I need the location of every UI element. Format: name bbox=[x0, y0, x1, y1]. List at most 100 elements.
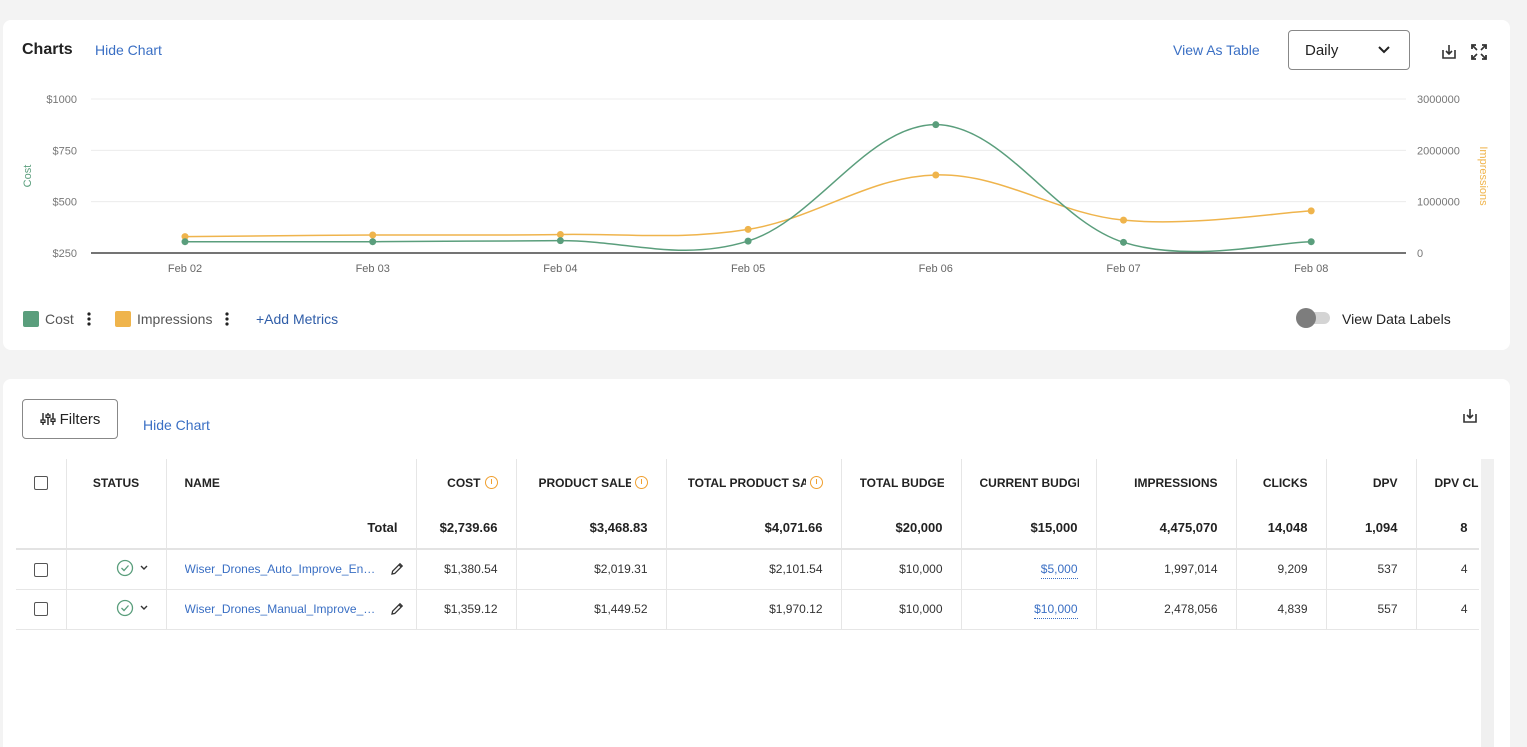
campaign-table-panel: Filters Hide Chart STATUS NAME COST PROD… bbox=[3, 379, 1510, 747]
kebab-menu-icon[interactable] bbox=[82, 311, 96, 327]
data-labels-toggle[interactable] bbox=[1296, 308, 1332, 328]
row-select-cell bbox=[16, 549, 67, 590]
view-as-table-link[interactable]: View As Table bbox=[1173, 42, 1260, 58]
total-label: Total bbox=[166, 507, 417, 550]
legend-label-impressions: Impressions bbox=[137, 311, 213, 327]
header-total-budget[interactable]: TOTAL BUDGET bbox=[841, 459, 962, 507]
y2-tick-label: 1000000 bbox=[1417, 197, 1460, 209]
row-clicks: 9,209 bbox=[1236, 549, 1327, 590]
total-cost: $2,739.66 bbox=[416, 507, 517, 550]
current-budget-link[interactable]: $5,000 bbox=[1040, 562, 1078, 580]
sliders-icon bbox=[39, 413, 56, 425]
data-point-cost bbox=[181, 238, 189, 246]
total-total-product-sales: $4,071.66 bbox=[666, 507, 842, 550]
y2-tick-label: 0 bbox=[1417, 248, 1423, 260]
filters-button[interactable]: Filters bbox=[22, 399, 118, 439]
data-point-cost bbox=[369, 238, 377, 246]
row-current-budget-cell: $10,000 bbox=[961, 589, 1097, 630]
header-product-sales-label: PRODUCT SALES bbox=[538, 476, 631, 490]
row-dpv: 557 bbox=[1326, 589, 1417, 630]
header-total-product-sales[interactable]: TOTAL PRODUCT SALES bbox=[666, 459, 842, 507]
status-dropdown[interactable] bbox=[116, 599, 148, 617]
total-impressions: 4,475,070 bbox=[1096, 507, 1237, 550]
row-name-cell: Wiser_Drones_Auto_Improve_Engagement bbox=[166, 549, 417, 590]
table-row[interactable]: Wiser_Drones_Manual_Improve_Engagement $… bbox=[16, 589, 1479, 630]
row-checkbox[interactable] bbox=[34, 562, 48, 577]
header-cost[interactable]: COST bbox=[416, 459, 517, 507]
add-metrics-link[interactable]: +Add Metrics bbox=[256, 311, 339, 327]
row-total-product-sales: $2,101.54 bbox=[666, 549, 842, 590]
hide-chart-link[interactable]: Hide Chart bbox=[95, 42, 162, 58]
total-dpv: 1,094 bbox=[1326, 507, 1417, 550]
campaign-table-container: STATUS NAME COST PRODUCT SALES TOTAL PRO… bbox=[16, 459, 1479, 747]
x-tick-label: Feb 05 bbox=[731, 263, 765, 275]
total-empty-cell bbox=[16, 507, 67, 550]
legend-item-cost[interactable]: Cost bbox=[23, 311, 96, 327]
legend-label-cost: Cost bbox=[45, 311, 74, 327]
expand-icon[interactable] bbox=[1470, 43, 1488, 61]
kebab-menu-icon[interactable] bbox=[220, 311, 234, 327]
y-tick-label: $1000 bbox=[46, 94, 77, 106]
row-cost: $1,380.54 bbox=[416, 549, 517, 590]
info-icon[interactable] bbox=[484, 476, 498, 489]
header-status[interactable]: STATUS bbox=[66, 459, 167, 507]
check-circle-icon bbox=[116, 559, 133, 576]
x-tick-label: Feb 08 bbox=[1294, 263, 1328, 275]
select-all-checkbox[interactable] bbox=[34, 476, 48, 491]
line-chart: $1000 $750 $500 $250 3000000 2000000 1000000 0 F… bbox=[22, 94, 1489, 275]
hide-chart-link[interactable]: Hide Chart bbox=[143, 417, 210, 433]
chevron-down-icon bbox=[140, 605, 147, 610]
data-point-cost bbox=[556, 237, 564, 245]
legend-item-impressions[interactable]: Impressions bbox=[115, 311, 234, 327]
header-impressions[interactable]: IMPRESSIONS bbox=[1096, 459, 1237, 507]
data-point-impressions bbox=[932, 171, 940, 179]
y-axis-title: Cost bbox=[22, 165, 34, 188]
x-tick-label: Feb 07 bbox=[1106, 263, 1140, 275]
data-point-cost bbox=[1307, 238, 1315, 246]
interval-select[interactable]: Daily bbox=[1288, 30, 1410, 70]
header-clicks[interactable]: CLICKS bbox=[1236, 459, 1327, 507]
x-tick-label: Feb 04 bbox=[543, 263, 577, 275]
row-total-product-sales: $1,970.12 bbox=[666, 589, 842, 630]
download-icon[interactable] bbox=[1461, 407, 1479, 425]
campaign-name-link[interactable]: Wiser_Drones_Manual_Improve_Engagement bbox=[184, 602, 380, 616]
table-row[interactable]: Wiser_Drones_Auto_Improve_Engagement $1,… bbox=[16, 549, 1479, 590]
view-data-labels-label: View Data Labels bbox=[1342, 311, 1451, 327]
status-dropdown[interactable] bbox=[116, 559, 148, 577]
y2-axis-title: Impressions bbox=[1477, 146, 1489, 206]
campaign-name-link[interactable]: Wiser_Drones_Auto_Improve_Engagement bbox=[184, 562, 380, 577]
x-tick-label: Feb 03 bbox=[356, 263, 390, 275]
total-empty-cell bbox=[66, 507, 167, 550]
row-impressions: 2,478,056 bbox=[1096, 589, 1237, 630]
y2-tick-label: 2000000 bbox=[1417, 145, 1460, 157]
filters-button-label: Filters bbox=[59, 410, 101, 428]
chevron-down-icon bbox=[140, 565, 147, 570]
info-icon[interactable] bbox=[634, 476, 648, 489]
row-status-cell bbox=[66, 589, 167, 630]
data-point-impressions bbox=[1120, 216, 1127, 224]
header-product-sales[interactable]: PRODUCT SALES bbox=[516, 459, 667, 507]
row-impressions: 1,997,014 bbox=[1096, 549, 1237, 590]
y-tick-label: $250 bbox=[53, 248, 77, 260]
interval-select-value: Daily bbox=[1305, 41, 1339, 59]
pencil-icon[interactable] bbox=[389, 561, 405, 577]
table-scrollbar[interactable] bbox=[1481, 459, 1494, 747]
total-current-budget: $15,000 bbox=[961, 507, 1097, 550]
data-point-cost bbox=[1120, 238, 1127, 246]
current-budget-link[interactable]: $10,000 bbox=[1034, 602, 1078, 619]
row-total-budget: $10,000 bbox=[841, 549, 962, 590]
charts-title: Charts bbox=[22, 41, 73, 58]
data-point-cost bbox=[744, 237, 752, 245]
header-name[interactable]: NAME bbox=[166, 459, 417, 507]
download-icon[interactable] bbox=[1440, 43, 1458, 61]
row-checkbox[interactable] bbox=[34, 602, 48, 617]
header-current-budget[interactable]: CURRENT BUDGET bbox=[961, 459, 1097, 507]
info-icon[interactable] bbox=[809, 476, 823, 489]
toggle-knob bbox=[1296, 308, 1316, 328]
header-dpv[interactable]: DPV bbox=[1326, 459, 1417, 507]
pencil-icon[interactable] bbox=[389, 601, 405, 617]
data-point-impressions bbox=[1307, 207, 1315, 215]
data-point-cost bbox=[932, 121, 940, 129]
y-tick-label: $750 bbox=[53, 145, 77, 157]
header-dpv-clicks[interactable]: DPV CLICKS bbox=[1416, 459, 1479, 507]
